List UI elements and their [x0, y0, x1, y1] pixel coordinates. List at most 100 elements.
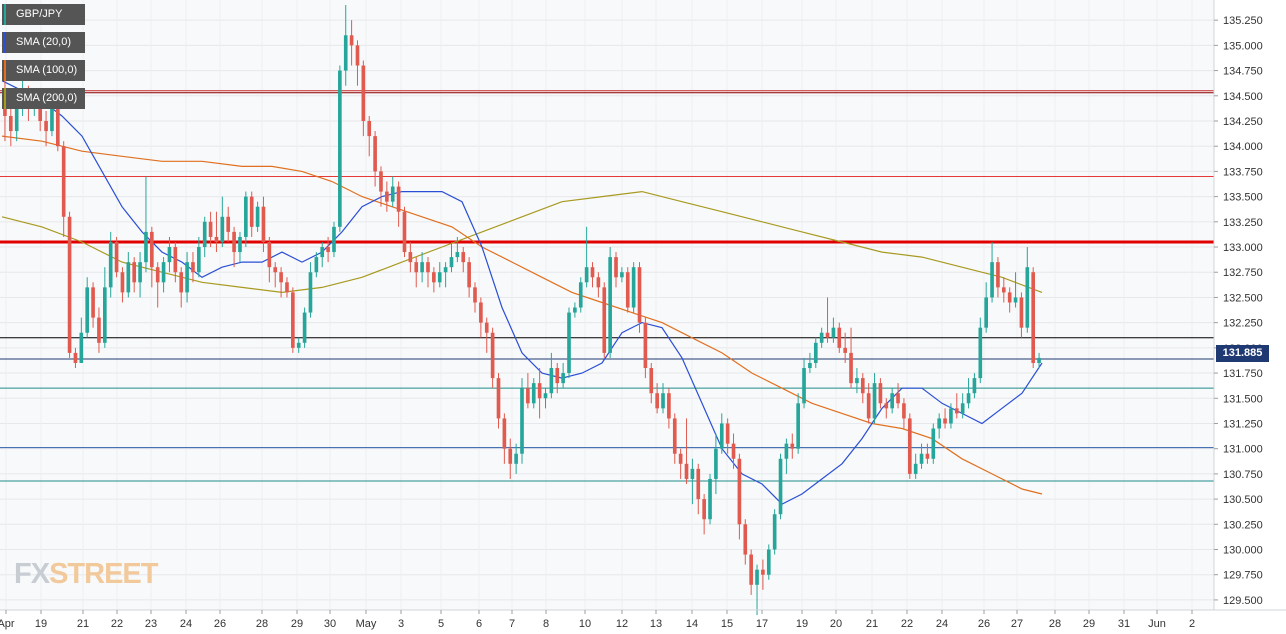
- candle-body: [138, 262, 142, 283]
- y-tick-label: 135.250: [1223, 15, 1263, 27]
- x-tick-label: 22: [111, 618, 123, 630]
- candle-body: [126, 262, 131, 293]
- candle-body: [120, 272, 125, 293]
- candle-body: [467, 262, 471, 288]
- candle-body: [314, 257, 319, 273]
- legend-label: SMA (200,0): [16, 92, 78, 104]
- candle-body: [573, 307, 577, 313]
- candle-body: [813, 342, 818, 363]
- candle-body: [843, 347, 847, 353]
- candle-body: [461, 252, 466, 263]
- candle-body: [555, 368, 560, 384]
- sma-100-line: [1, 135, 1043, 495]
- candle-body: [167, 247, 172, 263]
- x-tick-label: 22: [901, 618, 913, 630]
- legend-label: GBP/JPY: [16, 8, 63, 20]
- candle-body: [784, 443, 789, 459]
- x-tick-label: 2: [1189, 618, 1195, 630]
- x-tick-label: May: [356, 618, 377, 630]
- candle-body: [678, 453, 683, 464]
- candle-body: [808, 362, 812, 369]
- candle-body: [373, 136, 377, 172]
- fxstreet-logo: FXSTREET: [14, 558, 158, 591]
- candle-body: [731, 443, 736, 459]
- y-tick-label: 130.750: [1223, 469, 1263, 481]
- candle-body: [890, 393, 894, 409]
- candle-body: [132, 262, 137, 283]
- candle-body: [1007, 292, 1012, 303]
- candle-body: [526, 388, 530, 404]
- candle-body: [1025, 267, 1030, 328]
- y-axis-ticks: 135.250 135.000 134.750 134.500 134.250 134.0…: [1214, 15, 1263, 607]
- candle-body: [361, 65, 366, 121]
- legend-item-sma20[interactable]: SMA (20,0): [2, 32, 86, 53]
- candle-body: [238, 236, 242, 253]
- candle-body: [85, 287, 90, 333]
- x-tick-label: 19: [35, 618, 47, 630]
- candle-body: [308, 272, 313, 313]
- legend-item-sma200[interactable]: SMA (200,0): [2, 88, 86, 109]
- candle-body: [714, 448, 718, 479]
- candle-body: [778, 458, 783, 515]
- candle-body: [50, 105, 54, 132]
- candle-body: [502, 418, 507, 449]
- candle-body: [743, 524, 748, 555]
- candle-body: [766, 549, 771, 575]
- candle-body: [966, 393, 971, 404]
- x-tick-label: 17: [756, 618, 768, 630]
- candle-body: [896, 393, 900, 404]
- candle-body: [379, 171, 383, 192]
- candle-body: [819, 332, 824, 343]
- x-tick-label: 15: [721, 618, 733, 630]
- candle-body: [390, 186, 395, 202]
- candle-body: [14, 100, 19, 132]
- candle-body: [443, 267, 448, 273]
- candle-body: [103, 287, 107, 343]
- legend-item-sma100[interactable]: SMA (100,0): [2, 60, 86, 81]
- y-tick-label: 130.250: [1223, 519, 1263, 531]
- candle-body: [67, 216, 72, 353]
- candle-body: [925, 453, 930, 459]
- candle-body: [584, 267, 589, 283]
- legend-swatch: [4, 60, 6, 81]
- candle-body: [672, 418, 677, 454]
- candle-body: [326, 247, 330, 253]
- x-tick-label: 21: [77, 618, 89, 630]
- x-tick-label: 26: [214, 618, 226, 630]
- candle-body: [537, 383, 542, 399]
- candle-body: [173, 247, 178, 273]
- candle-body: [849, 352, 853, 384]
- legend-label: SMA (20,0): [16, 36, 72, 48]
- x-tick-label: 23: [145, 618, 157, 630]
- candle-body: [114, 241, 119, 273]
- candle-body: [508, 448, 513, 464]
- candle-body: [725, 423, 730, 444]
- candle-body: [878, 383, 883, 404]
- candle-body: [279, 272, 283, 283]
- candle-body: [261, 206, 266, 242]
- x-tick-label: 26: [978, 618, 990, 630]
- candle-body: [449, 257, 454, 268]
- logo-fx-text: FX: [14, 558, 50, 590]
- x-tick-label: 10: [579, 618, 591, 630]
- candle-body: [996, 262, 1000, 288]
- candle-body: [490, 332, 495, 379]
- candle-body: [837, 327, 842, 348]
- candle-body: [479, 302, 483, 323]
- y-tick-label: 133.750: [1223, 166, 1263, 178]
- candle-body: [943, 418, 947, 424]
- candle-body: [437, 272, 442, 283]
- candle-body: [978, 327, 983, 379]
- legend-swatch: [4, 4, 6, 25]
- legend-item-symbol[interactable]: GBP/JPY: [2, 4, 86, 25]
- candles: [3, 5, 1041, 616]
- y-tick-label: 131.250: [1223, 418, 1263, 430]
- candle-body: [273, 267, 278, 273]
- x-tick-label: 6: [476, 618, 482, 630]
- candle-body: [578, 282, 583, 308]
- candle-body: [426, 262, 430, 273]
- candle-body: [696, 468, 701, 500]
- candle-body: [349, 35, 354, 46]
- candle-body: [984, 297, 989, 328]
